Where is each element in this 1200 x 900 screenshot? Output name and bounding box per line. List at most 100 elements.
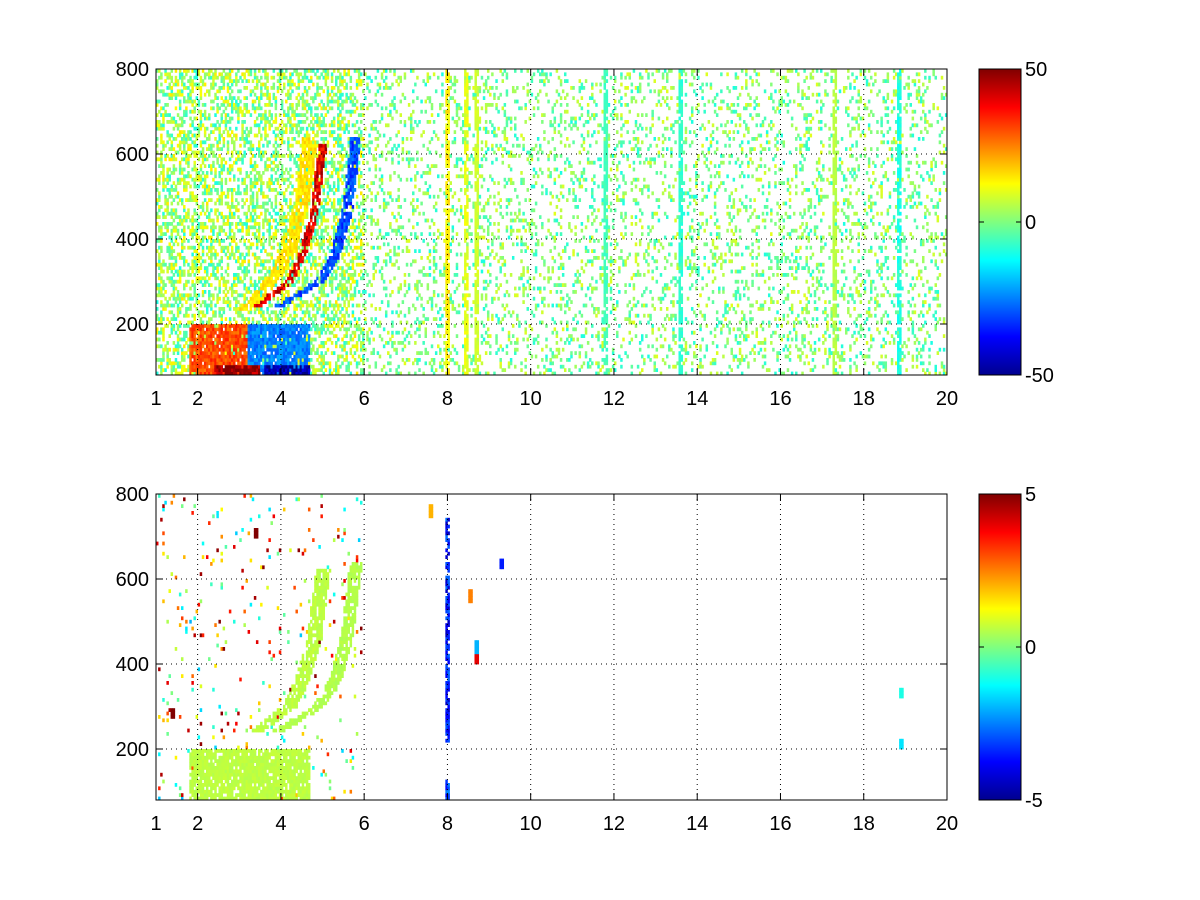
heatmap-cell [235,259,238,264]
heatmap-cell [239,75,242,80]
heatmap-cell [324,69,328,73]
heatmap-cell [314,188,317,192]
heatmap-cell [341,198,344,202]
heatmap-cell [285,334,288,338]
heatmap-cell [218,239,221,243]
heatmap-cell [322,283,326,287]
heatmap-cell [176,344,180,349]
heatmap-cell [187,368,190,372]
heatmap-cell [191,354,194,359]
heatmap-cell [156,286,159,291]
heatmap-cell [220,116,224,121]
heatmap-cell [195,358,199,362]
heatmap-cell [203,103,207,107]
heatmap-cell [353,245,357,250]
heatmap-cell [282,232,286,236]
heatmap-cell [353,330,357,335]
heatmap-cell [178,330,182,335]
heatmap-cell [299,218,303,223]
heatmap-cell [299,143,303,148]
heatmap-cell [180,371,184,376]
heatmap-cell [330,259,334,264]
heatmap-cell [249,279,253,284]
heatmap-cell [239,262,242,267]
heatmap-cell [260,157,263,162]
heatmap-cell [291,334,294,338]
heatmap-cell [183,184,186,189]
heatmap-cell [357,218,361,223]
heatmap-cell [339,364,342,369]
heatmap-cell [249,181,253,185]
heatmap-cell [351,239,355,243]
heatmap-cell [274,154,278,158]
heatmap-cell [307,341,311,345]
heatmap-cell [185,86,188,90]
heatmap-cell [239,361,242,366]
heatmap-cell [345,72,348,77]
heatmap-cell [205,245,209,250]
heatmap-cell [368,327,371,332]
heatmap-cell [297,262,301,267]
heatmap-cell [293,327,296,332]
heatmap-cell [341,116,344,121]
heatmap-cell [178,256,182,260]
heatmap-cell [349,371,353,376]
heatmap-cell [343,341,346,345]
heatmap-cell [258,235,261,240]
heatmap-cell [251,205,255,209]
heatmap-cell [264,126,267,131]
heatmap-cell [324,293,328,298]
heatmap-cell [170,228,174,233]
heatmap-cell [339,123,342,128]
heatmap-cell [237,364,240,369]
heatmap-cell [216,296,219,301]
heatmap-cell [156,215,159,219]
heatmap-cell [212,75,215,80]
heatmap-cell [222,99,226,104]
heatmap-cell [295,262,298,267]
heatmap-cell [241,120,244,124]
heatmap-cell [305,89,309,94]
heatmap-cell [307,191,311,196]
heatmap-cell [193,341,196,345]
heatmap-cell [293,368,296,372]
heatmap-cell [337,368,340,372]
heatmap-cell [349,266,353,270]
heatmap-cell [359,239,363,243]
heatmap-cell [280,337,284,342]
heatmap-cell [241,259,244,264]
heatmap-cell [226,279,230,284]
heatmap-cell [293,351,296,355]
heatmap-cell [172,290,176,294]
heatmap-cell [201,150,205,155]
heatmap-cell [174,69,178,73]
heatmap-cell [247,371,251,376]
heatmap-cell [156,157,159,162]
heatmap-cell [353,188,357,192]
heatmap-cell [362,327,365,332]
heatmap-cell [222,228,226,233]
heatmap-cell [339,218,342,223]
heatmap-cell [374,120,378,124]
heatmap-cell [168,188,171,192]
heatmap-cell [253,361,257,366]
heatmap-cell [291,259,294,264]
heatmap-cell [282,347,286,352]
heatmap-cell [270,347,273,352]
heatmap-cell [270,286,273,291]
heatmap-cell [183,188,186,192]
heatmap-cell [324,208,328,213]
heatmap-cell [291,296,294,301]
heatmap-cell [341,344,344,349]
heatmap-cell [214,113,217,117]
heatmap-cell [303,252,307,257]
heatmap-cell [312,96,315,100]
heatmap-cell [241,327,244,332]
heatmap-cell [253,266,257,270]
heatmap-cell [249,215,253,219]
heatmap-cell [160,293,163,298]
heatmap-cell [243,351,246,355]
heatmap-cell [220,171,224,175]
heatmap-cell [208,371,211,376]
heatmap-cell [191,177,194,182]
